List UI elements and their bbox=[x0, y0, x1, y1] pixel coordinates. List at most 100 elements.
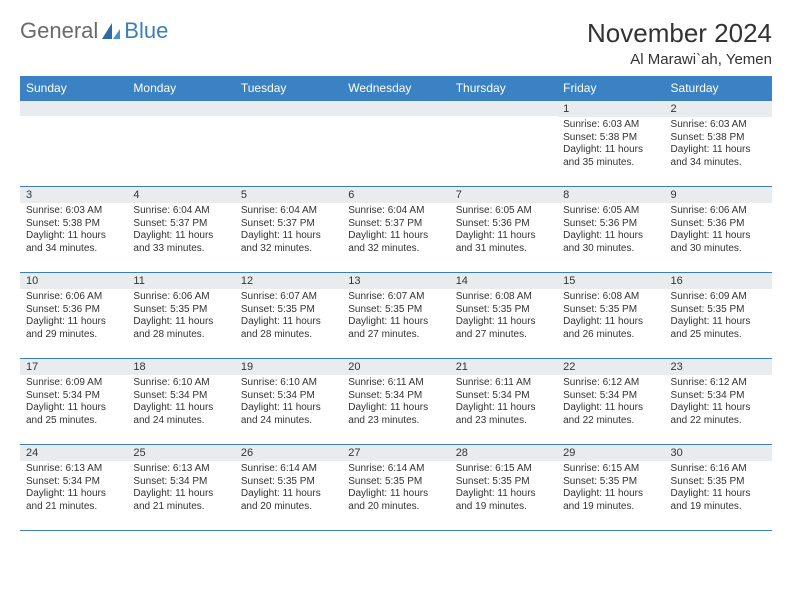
day-number: 25 bbox=[127, 445, 234, 461]
title-block: November 2024 Al Marawi`ah, Yemen bbox=[587, 18, 772, 68]
daylight-text: Daylight: 11 hours and 32 minutes. bbox=[348, 230, 443, 255]
day-number: 15 bbox=[557, 273, 664, 289]
day-data: Sunrise: 6:11 AMSunset: 5:34 PMDaylight:… bbox=[342, 375, 449, 431]
sunset-text: Sunset: 5:34 PM bbox=[241, 390, 336, 403]
day-number: 28 bbox=[450, 445, 557, 461]
calendar-day-cell: 22Sunrise: 6:12 AMSunset: 5:34 PMDayligh… bbox=[557, 359, 664, 445]
sunset-text: Sunset: 5:37 PM bbox=[348, 218, 443, 231]
sunrise-text: Sunrise: 6:12 AM bbox=[563, 377, 658, 390]
sunset-text: Sunset: 5:37 PM bbox=[133, 218, 228, 231]
calendar-week-row: 3Sunrise: 6:03 AMSunset: 5:38 PMDaylight… bbox=[20, 187, 772, 273]
calendar-day-cell: 11Sunrise: 6:06 AMSunset: 5:35 PMDayligh… bbox=[127, 273, 234, 359]
calendar-week-row: 24Sunrise: 6:13 AMSunset: 5:34 PMDayligh… bbox=[20, 445, 772, 531]
day-data: Sunrise: 6:13 AMSunset: 5:34 PMDaylight:… bbox=[20, 461, 127, 517]
sunset-text: Sunset: 5:35 PM bbox=[348, 476, 443, 489]
sunset-text: Sunset: 5:34 PM bbox=[133, 476, 228, 489]
daylight-text: Daylight: 11 hours and 34 minutes. bbox=[26, 230, 121, 255]
sunset-text: Sunset: 5:35 PM bbox=[456, 304, 551, 317]
day-data: Sunrise: 6:03 AMSunset: 5:38 PMDaylight:… bbox=[665, 117, 772, 173]
day-number bbox=[127, 101, 234, 116]
day-number bbox=[450, 101, 557, 116]
daylight-text: Daylight: 11 hours and 33 minutes. bbox=[133, 230, 228, 255]
daylight-text: Daylight: 11 hours and 24 minutes. bbox=[133, 402, 228, 427]
calendar-day-cell: 23Sunrise: 6:12 AMSunset: 5:34 PMDayligh… bbox=[665, 359, 772, 445]
calendar-day-cell: 14Sunrise: 6:08 AMSunset: 5:35 PMDayligh… bbox=[450, 273, 557, 359]
sunrise-text: Sunrise: 6:04 AM bbox=[241, 205, 336, 218]
day-number: 24 bbox=[20, 445, 127, 461]
day-data: Sunrise: 6:15 AMSunset: 5:35 PMDaylight:… bbox=[450, 461, 557, 517]
calendar-week-row: 1Sunrise: 6:03 AMSunset: 5:38 PMDaylight… bbox=[20, 101, 772, 187]
day-data: Sunrise: 6:06 AMSunset: 5:36 PMDaylight:… bbox=[20, 289, 127, 345]
sunset-text: Sunset: 5:35 PM bbox=[563, 304, 658, 317]
sunset-text: Sunset: 5:34 PM bbox=[563, 390, 658, 403]
daylight-text: Daylight: 11 hours and 23 minutes. bbox=[456, 402, 551, 427]
daylight-text: Daylight: 11 hours and 35 minutes. bbox=[563, 144, 658, 169]
sunrise-text: Sunrise: 6:09 AM bbox=[671, 291, 766, 304]
calendar-day-cell: 28Sunrise: 6:15 AMSunset: 5:35 PMDayligh… bbox=[450, 445, 557, 531]
sunset-text: Sunset: 5:34 PM bbox=[133, 390, 228, 403]
calendar-day-cell: 12Sunrise: 6:07 AMSunset: 5:35 PMDayligh… bbox=[235, 273, 342, 359]
calendar-day-cell bbox=[127, 101, 234, 187]
sunset-text: Sunset: 5:35 PM bbox=[241, 476, 336, 489]
daylight-text: Daylight: 11 hours and 21 minutes. bbox=[26, 488, 121, 513]
weekday-header: Monday bbox=[127, 76, 234, 101]
sunrise-text: Sunrise: 6:06 AM bbox=[671, 205, 766, 218]
day-number: 21 bbox=[450, 359, 557, 375]
sunset-text: Sunset: 5:36 PM bbox=[26, 304, 121, 317]
sunrise-text: Sunrise: 6:11 AM bbox=[456, 377, 551, 390]
calendar-day-cell: 18Sunrise: 6:10 AMSunset: 5:34 PMDayligh… bbox=[127, 359, 234, 445]
day-number: 23 bbox=[665, 359, 772, 375]
day-data: Sunrise: 6:04 AMSunset: 5:37 PMDaylight:… bbox=[235, 203, 342, 259]
sunset-text: Sunset: 5:36 PM bbox=[671, 218, 766, 231]
weekday-header: Sunday bbox=[20, 76, 127, 101]
day-number: 7 bbox=[450, 187, 557, 203]
day-number bbox=[235, 101, 342, 116]
calendar-day-cell: 21Sunrise: 6:11 AMSunset: 5:34 PMDayligh… bbox=[450, 359, 557, 445]
calendar-day-cell: 19Sunrise: 6:10 AMSunset: 5:34 PMDayligh… bbox=[235, 359, 342, 445]
day-number: 11 bbox=[127, 273, 234, 289]
day-data: Sunrise: 6:06 AMSunset: 5:35 PMDaylight:… bbox=[127, 289, 234, 345]
sunrise-text: Sunrise: 6:07 AM bbox=[348, 291, 443, 304]
calendar-week-row: 17Sunrise: 6:09 AMSunset: 5:34 PMDayligh… bbox=[20, 359, 772, 445]
day-number: 26 bbox=[235, 445, 342, 461]
day-data: Sunrise: 6:07 AMSunset: 5:35 PMDaylight:… bbox=[342, 289, 449, 345]
sunrise-text: Sunrise: 6:06 AM bbox=[133, 291, 228, 304]
logo-text-general: General bbox=[20, 18, 98, 44]
day-data: Sunrise: 6:08 AMSunset: 5:35 PMDaylight:… bbox=[450, 289, 557, 345]
sunset-text: Sunset: 5:35 PM bbox=[563, 476, 658, 489]
day-number: 16 bbox=[665, 273, 772, 289]
logo: General Blue bbox=[20, 18, 168, 44]
day-data: Sunrise: 6:06 AMSunset: 5:36 PMDaylight:… bbox=[665, 203, 772, 259]
calendar-day-cell bbox=[235, 101, 342, 187]
calendar-day-cell: 3Sunrise: 6:03 AMSunset: 5:38 PMDaylight… bbox=[20, 187, 127, 273]
sunset-text: Sunset: 5:38 PM bbox=[563, 132, 658, 145]
daylight-text: Daylight: 11 hours and 31 minutes. bbox=[456, 230, 551, 255]
weekday-header: Wednesday bbox=[342, 76, 449, 101]
calendar-day-cell: 27Sunrise: 6:14 AMSunset: 5:35 PMDayligh… bbox=[342, 445, 449, 531]
sunset-text: Sunset: 5:35 PM bbox=[241, 304, 336, 317]
weekday-header: Tuesday bbox=[235, 76, 342, 101]
sunrise-text: Sunrise: 6:14 AM bbox=[241, 463, 336, 476]
sunrise-text: Sunrise: 6:05 AM bbox=[563, 205, 658, 218]
calendar-day-cell: 25Sunrise: 6:13 AMSunset: 5:34 PMDayligh… bbox=[127, 445, 234, 531]
day-data: Sunrise: 6:09 AMSunset: 5:35 PMDaylight:… bbox=[665, 289, 772, 345]
daylight-text: Daylight: 11 hours and 20 minutes. bbox=[348, 488, 443, 513]
calendar-day-cell: 2Sunrise: 6:03 AMSunset: 5:38 PMDaylight… bbox=[665, 101, 772, 187]
sail-icon bbox=[100, 21, 122, 41]
day-data: Sunrise: 6:04 AMSunset: 5:37 PMDaylight:… bbox=[127, 203, 234, 259]
day-number: 6 bbox=[342, 187, 449, 203]
day-number: 13 bbox=[342, 273, 449, 289]
daylight-text: Daylight: 11 hours and 25 minutes. bbox=[671, 316, 766, 341]
day-data: Sunrise: 6:03 AMSunset: 5:38 PMDaylight:… bbox=[557, 117, 664, 173]
calendar-day-cell: 29Sunrise: 6:15 AMSunset: 5:35 PMDayligh… bbox=[557, 445, 664, 531]
calendar-day-cell: 1Sunrise: 6:03 AMSunset: 5:38 PMDaylight… bbox=[557, 101, 664, 187]
sunrise-text: Sunrise: 6:12 AM bbox=[671, 377, 766, 390]
sunrise-text: Sunrise: 6:10 AM bbox=[241, 377, 336, 390]
calendar-table: Sunday Monday Tuesday Wednesday Thursday… bbox=[20, 76, 772, 531]
sunrise-text: Sunrise: 6:05 AM bbox=[456, 205, 551, 218]
day-number: 20 bbox=[342, 359, 449, 375]
calendar-day-cell: 6Sunrise: 6:04 AMSunset: 5:37 PMDaylight… bbox=[342, 187, 449, 273]
daylight-text: Daylight: 11 hours and 21 minutes. bbox=[133, 488, 228, 513]
weekday-header: Saturday bbox=[665, 76, 772, 101]
day-number: 22 bbox=[557, 359, 664, 375]
